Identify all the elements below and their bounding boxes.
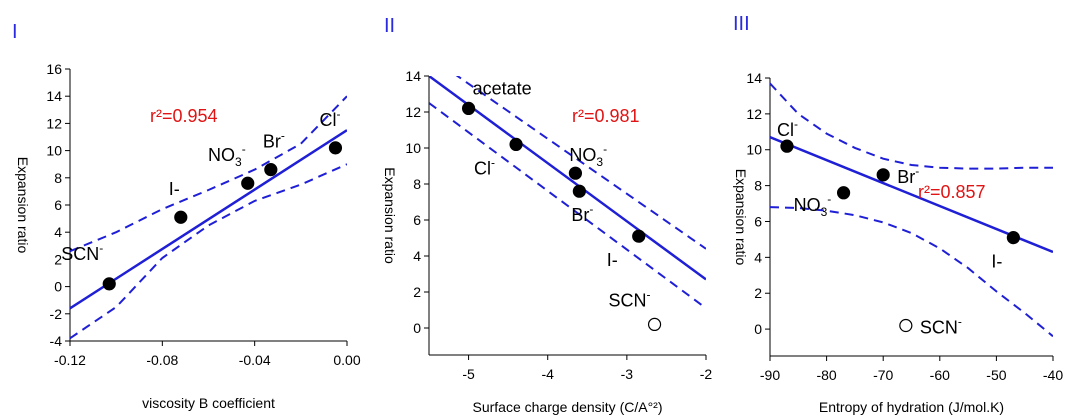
x-tick-label: -50 xyxy=(986,367,1006,383)
y-tick-label: 12 xyxy=(46,115,62,131)
r-squared-annotation: r²=0.857 xyxy=(918,182,986,202)
y-tick-label: 2 xyxy=(754,285,762,301)
data-point-label: SCN- xyxy=(609,287,651,310)
y-tick-label: 10 xyxy=(46,143,62,159)
data-point-label: Br- xyxy=(263,129,285,152)
x-tick-label: -40 xyxy=(1043,367,1063,383)
chart-panel-1: I -4 -2 0 2 4 6 8 10 12 14 16 -0.12 -0.08 -0.04 0.00 vis… xyxy=(12,21,361,411)
data-point-label: SCN- xyxy=(61,241,103,264)
x-tick-label: -70 xyxy=(873,367,893,383)
x-tick-label: -0.08 xyxy=(146,352,178,368)
data-point-label: SCN- xyxy=(920,315,962,338)
r-squared-annotation: r²=0.954 xyxy=(150,106,218,126)
data-point xyxy=(780,139,794,153)
y-tick-label: 8 xyxy=(754,178,762,194)
data-point xyxy=(568,166,583,180)
data-point-label: acetate xyxy=(473,78,532,98)
y-tick-label: 6 xyxy=(54,197,62,213)
data-point-label: I- xyxy=(991,252,1002,272)
data-point-label: Cl- xyxy=(777,117,798,140)
y-tick-label: 0 xyxy=(754,321,762,337)
panel-label-3: III xyxy=(733,13,750,35)
r-squared-annotation: r²=0.981 xyxy=(572,106,640,126)
chart-panel-3: III 0 2 4 6 8 10 12 14 -90 -80 -70 -60 -50 -40 Entropy … xyxy=(733,13,1063,415)
y-tick-label: 6 xyxy=(413,212,421,228)
y-tick-label: 4 xyxy=(413,248,421,264)
data-point xyxy=(461,101,476,116)
x-tick-label: 0.00 xyxy=(333,352,360,368)
panel-label-2: II xyxy=(384,15,395,37)
y-axis-title: Expansion ratio xyxy=(15,157,31,254)
y-tick-label: 14 xyxy=(46,88,62,104)
ci-upper-line xyxy=(770,82,1053,170)
y-tick-label: 8 xyxy=(413,176,421,192)
y-axis-title: Expansion ratio xyxy=(382,167,398,264)
y-tick-label: -4 xyxy=(50,333,63,349)
x-tick-label: -5 xyxy=(462,366,475,382)
data-point-label: Br- xyxy=(897,164,919,187)
ci-upper-line xyxy=(70,95,347,253)
x-tick-label: -90 xyxy=(760,367,780,383)
regression-line xyxy=(70,129,347,310)
y-tick-label: -2 xyxy=(50,306,63,322)
panel-label-1: I xyxy=(12,21,18,43)
data-point xyxy=(572,184,586,198)
data-point-label: I- xyxy=(169,179,180,199)
data-point xyxy=(241,176,255,190)
y-tick-label: 14 xyxy=(405,68,421,84)
data-point xyxy=(174,210,188,224)
y-tick-label: 12 xyxy=(746,106,762,122)
y-tick-label: 2 xyxy=(413,284,421,300)
ci-lower-line xyxy=(429,102,706,310)
data-point xyxy=(1006,231,1020,245)
y-tick-label: 0 xyxy=(413,320,421,336)
x-tick-label: -2 xyxy=(700,366,713,382)
x-tick-label: -4 xyxy=(541,366,554,382)
x-tick-label: -80 xyxy=(816,367,836,383)
data-point-label: Br- xyxy=(571,202,593,225)
data-point-label: Cl- xyxy=(319,107,340,130)
data-point xyxy=(328,141,343,155)
data-point-label: NO3- xyxy=(208,142,246,169)
y-tick-label: 4 xyxy=(754,249,762,265)
data-point xyxy=(264,163,278,177)
regression-line xyxy=(770,136,1053,254)
x-tick-label: -0.12 xyxy=(54,352,86,368)
data-point xyxy=(632,229,646,243)
y-tick-label: 12 xyxy=(405,104,421,120)
ci-upper-line xyxy=(455,76,706,250)
data-point xyxy=(876,168,890,182)
data-point xyxy=(899,318,913,333)
x-tick-label: -0.04 xyxy=(239,352,271,368)
data-point xyxy=(509,137,523,151)
y-tick-label: 8 xyxy=(54,170,62,186)
ci-lower-line xyxy=(770,206,1053,338)
y-tick-label: 2 xyxy=(54,251,62,267)
data-point-label: NO3- xyxy=(794,192,832,219)
data-point-label: I- xyxy=(607,250,618,270)
data-point-label: Cl- xyxy=(474,155,495,178)
data-point xyxy=(836,186,851,200)
y-tick-label: 0 xyxy=(54,279,62,295)
data-point-label: NO3- xyxy=(569,142,607,169)
data-point xyxy=(102,277,116,291)
y-tick-label: 16 xyxy=(46,61,62,77)
regression-line xyxy=(429,76,706,281)
chart-panel-2: II 0 2 4 6 8 10 12 14 -5 -4 -3 -2 Surface charge dens… xyxy=(382,15,712,415)
x-tick-label: -60 xyxy=(930,367,950,383)
y-tick-label: 6 xyxy=(754,213,762,229)
y-tick-label: 10 xyxy=(405,140,421,156)
x-axis-title: Entropy of hydration (J/mol.K) xyxy=(819,399,1004,415)
y-tick-label: 14 xyxy=(746,70,762,86)
y-tick-label: 4 xyxy=(54,224,62,240)
x-tick-label: -3 xyxy=(621,366,634,382)
x-axis-title: Surface charge density (C/A°²) xyxy=(472,399,662,415)
y-axis-title: Expansion ratio xyxy=(733,169,749,266)
x-axis-title: viscosity B coefficient xyxy=(142,395,275,411)
y-tick-label: 10 xyxy=(746,142,762,158)
data-point xyxy=(647,317,662,331)
